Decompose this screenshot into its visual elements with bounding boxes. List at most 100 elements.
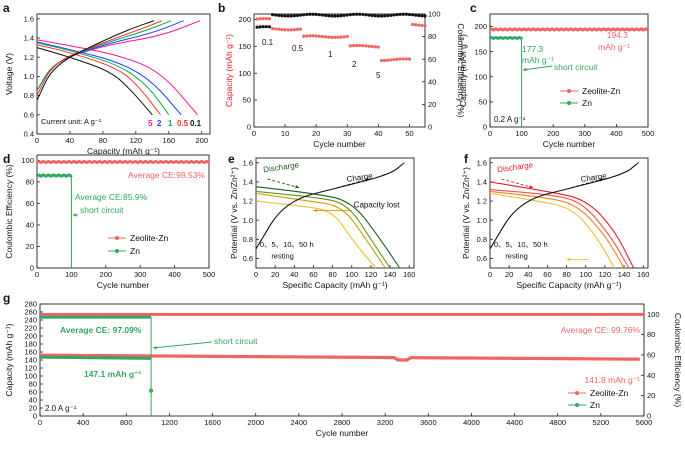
- panel-b-ce-point: [267, 25, 272, 29]
- panel-b-capacity-point: [320, 34, 324, 39]
- panel-f-x-ticklabel: 20: [505, 270, 513, 279]
- panel-b-capacity-point: [398, 57, 402, 61]
- panel-f-x-ticklabel: 120: [599, 270, 612, 279]
- panel-b-yleft-ticklabel: 50: [243, 96, 251, 105]
- panel-b-ce-point: [395, 12, 399, 17]
- panel-a-rate-label: 0.5: [177, 119, 189, 128]
- panel-b-letter: b: [218, 1, 225, 15]
- panel-g-yleft-ticklabel: 180: [24, 340, 37, 349]
- panel-c-ylabel: Capacity (mAh g⁻¹): [458, 34, 468, 107]
- panel-f-discharge-5h: [489, 189, 630, 269]
- panel-a-discharge-0.1: [36, 39, 199, 116]
- panel-b-capacity-point: [302, 34, 306, 38]
- panel-e-x-ticklabel: 80: [328, 270, 336, 279]
- panel-e-y-ticklabel: 1.0: [243, 216, 253, 225]
- panel-g-yright-ticklabel: 80: [647, 330, 655, 339]
- panel-b-ce-point: [299, 13, 303, 17]
- panel-g-zeolite-capacity-band: [40, 353, 640, 362]
- panel-b-x-ticklabel: 20: [312, 129, 320, 138]
- panel-e-discharge-5h: [255, 190, 391, 269]
- panel-a-note: Current unit: A g⁻¹: [41, 117, 102, 126]
- panel-e-y-ticklabel: 0.6: [243, 254, 253, 263]
- panel-g-yright-ticklabel: 60: [647, 351, 655, 360]
- panel-f-y-ticklabel: 1.0: [477, 216, 487, 225]
- panel-a-charge-5: [36, 20, 155, 101]
- panel-b-ce-point: [373, 14, 377, 18]
- panel-e-x-ticklabel: 120: [365, 270, 378, 279]
- panel-b-capacity-point: [330, 35, 334, 39]
- panel-g-x-ticklabel: 1600: [204, 418, 221, 427]
- panel-d-x-ticklabel: 0: [35, 270, 39, 279]
- panel-g-yleft-ticklabel: 40: [29, 396, 37, 405]
- panel-g-xlabel: Cycle number: [316, 428, 369, 438]
- panel-c-short-arrow-head: [522, 67, 527, 72]
- panel-b-ce-point: [271, 13, 275, 17]
- panel-f-discharge-0h: [489, 181, 635, 269]
- panel-b-ce-point: [317, 13, 321, 17]
- panel-g-ylabel-right: Coulombic Efficiency (%): [673, 313, 683, 407]
- panel-c-ann-zeolite-unit: mAh g⁻¹: [598, 42, 630, 52]
- panel-f-discharge-50h: [489, 192, 615, 269]
- panel-g-yright-ticklabel: 40: [647, 371, 655, 380]
- panel-d-ylabel: Coulombic Efficiency (%): [4, 164, 14, 258]
- panel-f-x-ticklabel: 80: [562, 270, 570, 279]
- panel-f-y-ticklabel: 1.2: [477, 197, 487, 206]
- panel-a-frame: [36, 13, 211, 135]
- panel-e-discharge-10h: [255, 192, 386, 269]
- panel-b-capacity-point: [423, 23, 427, 28]
- panel-b-capacity-point: [364, 44, 368, 48]
- panel-f-rest-label: resting: [505, 251, 528, 260]
- panel-b-capacity-point: [264, 16, 269, 21]
- panel-b-capacity-point: [382, 58, 387, 63]
- panel-g-yleft-ticklabel: 60: [29, 388, 37, 397]
- panel-d-letter: d: [3, 152, 10, 166]
- panel-b-yright-ticklabel: 0: [428, 123, 432, 132]
- panel-b-ce-point: [348, 13, 352, 17]
- panel-c-legend-zn-label: Zn: [582, 98, 592, 108]
- panel-b-ce-point: [280, 14, 284, 18]
- panel-d-legend-zn-marker: [115, 249, 119, 253]
- panel-g-legend-zeolite-marker: [575, 391, 579, 395]
- panel-b-ce-point: [379, 14, 384, 18]
- panel-c-xlabel: Cycle number: [543, 139, 596, 149]
- panel-a-x-ticklabel: 0: [35, 136, 39, 145]
- panel-d-frame: [36, 154, 210, 269]
- panel-b-ce-point: [277, 13, 281, 17]
- panel-a-rate-label: 0.1: [190, 119, 202, 128]
- panel-b-ylabel-right: Coulombic Efficiency (%): [456, 23, 466, 117]
- panel-g-yleft-ticklabel: 140: [24, 356, 37, 365]
- panel-a-y-ticklabel: 1.2: [24, 53, 34, 62]
- panel-e-capacity-lost: Capacity lost: [354, 201, 401, 210]
- panel-b-ce-point: [333, 14, 337, 18]
- panel-b-capacity-point: [280, 27, 284, 32]
- panel-b-capacity-point: [417, 23, 421, 27]
- panel-g-ann-zn-cap: 147.1 mAh g⁻¹: [84, 369, 142, 379]
- panel-f-x-ticklabel: 60: [543, 270, 551, 279]
- panel-b-capacity-point: [336, 35, 340, 39]
- panel-d-y-ticklabel: 80: [26, 178, 34, 187]
- panel-b-yleft-ticklabel: 0: [247, 123, 251, 132]
- panel-c-y-ticklabel: 200: [474, 22, 487, 31]
- panel-b-capacity-point: [323, 35, 328, 39]
- panel-g-yleft-ticklabel: 0: [33, 412, 37, 421]
- panel-f-discharge-10h: [489, 190, 625, 269]
- panel-g-legend-zeolite-label: Zeolite-Zn: [590, 388, 629, 398]
- panel-c-y-ticklabel: 100: [474, 72, 487, 81]
- panel-f-charge-arrow-head: [599, 178, 603, 182]
- panel-b-rate-label: 0.5: [292, 44, 304, 53]
- panel-b-ce-point: [274, 13, 278, 17]
- panel-b-capacity-point: [286, 28, 290, 32]
- panel-b-x-ticklabel: 50: [405, 129, 413, 138]
- panel-a-x-ticklabel: 80: [99, 136, 107, 145]
- panel-b-rate-label: 5: [376, 71, 381, 80]
- panel-g-yleft-ticklabel: 240: [24, 316, 37, 325]
- panel-b-ce-point: [382, 14, 387, 18]
- panel-g-x-ticklabel: 4400: [506, 418, 523, 427]
- panel-a-y-ticklabel: 0.8: [24, 91, 34, 100]
- panel-d-legend-zeolite-label: Zeolite-Zn: [130, 233, 169, 243]
- panel-b-capacity-point: [414, 23, 418, 27]
- panel-b-capacity-point: [345, 34, 349, 39]
- panel-b-ce-point: [308, 12, 312, 16]
- panel-e-x-ticklabel: 20: [271, 270, 279, 279]
- panel-a-discharge-2: [36, 44, 161, 116]
